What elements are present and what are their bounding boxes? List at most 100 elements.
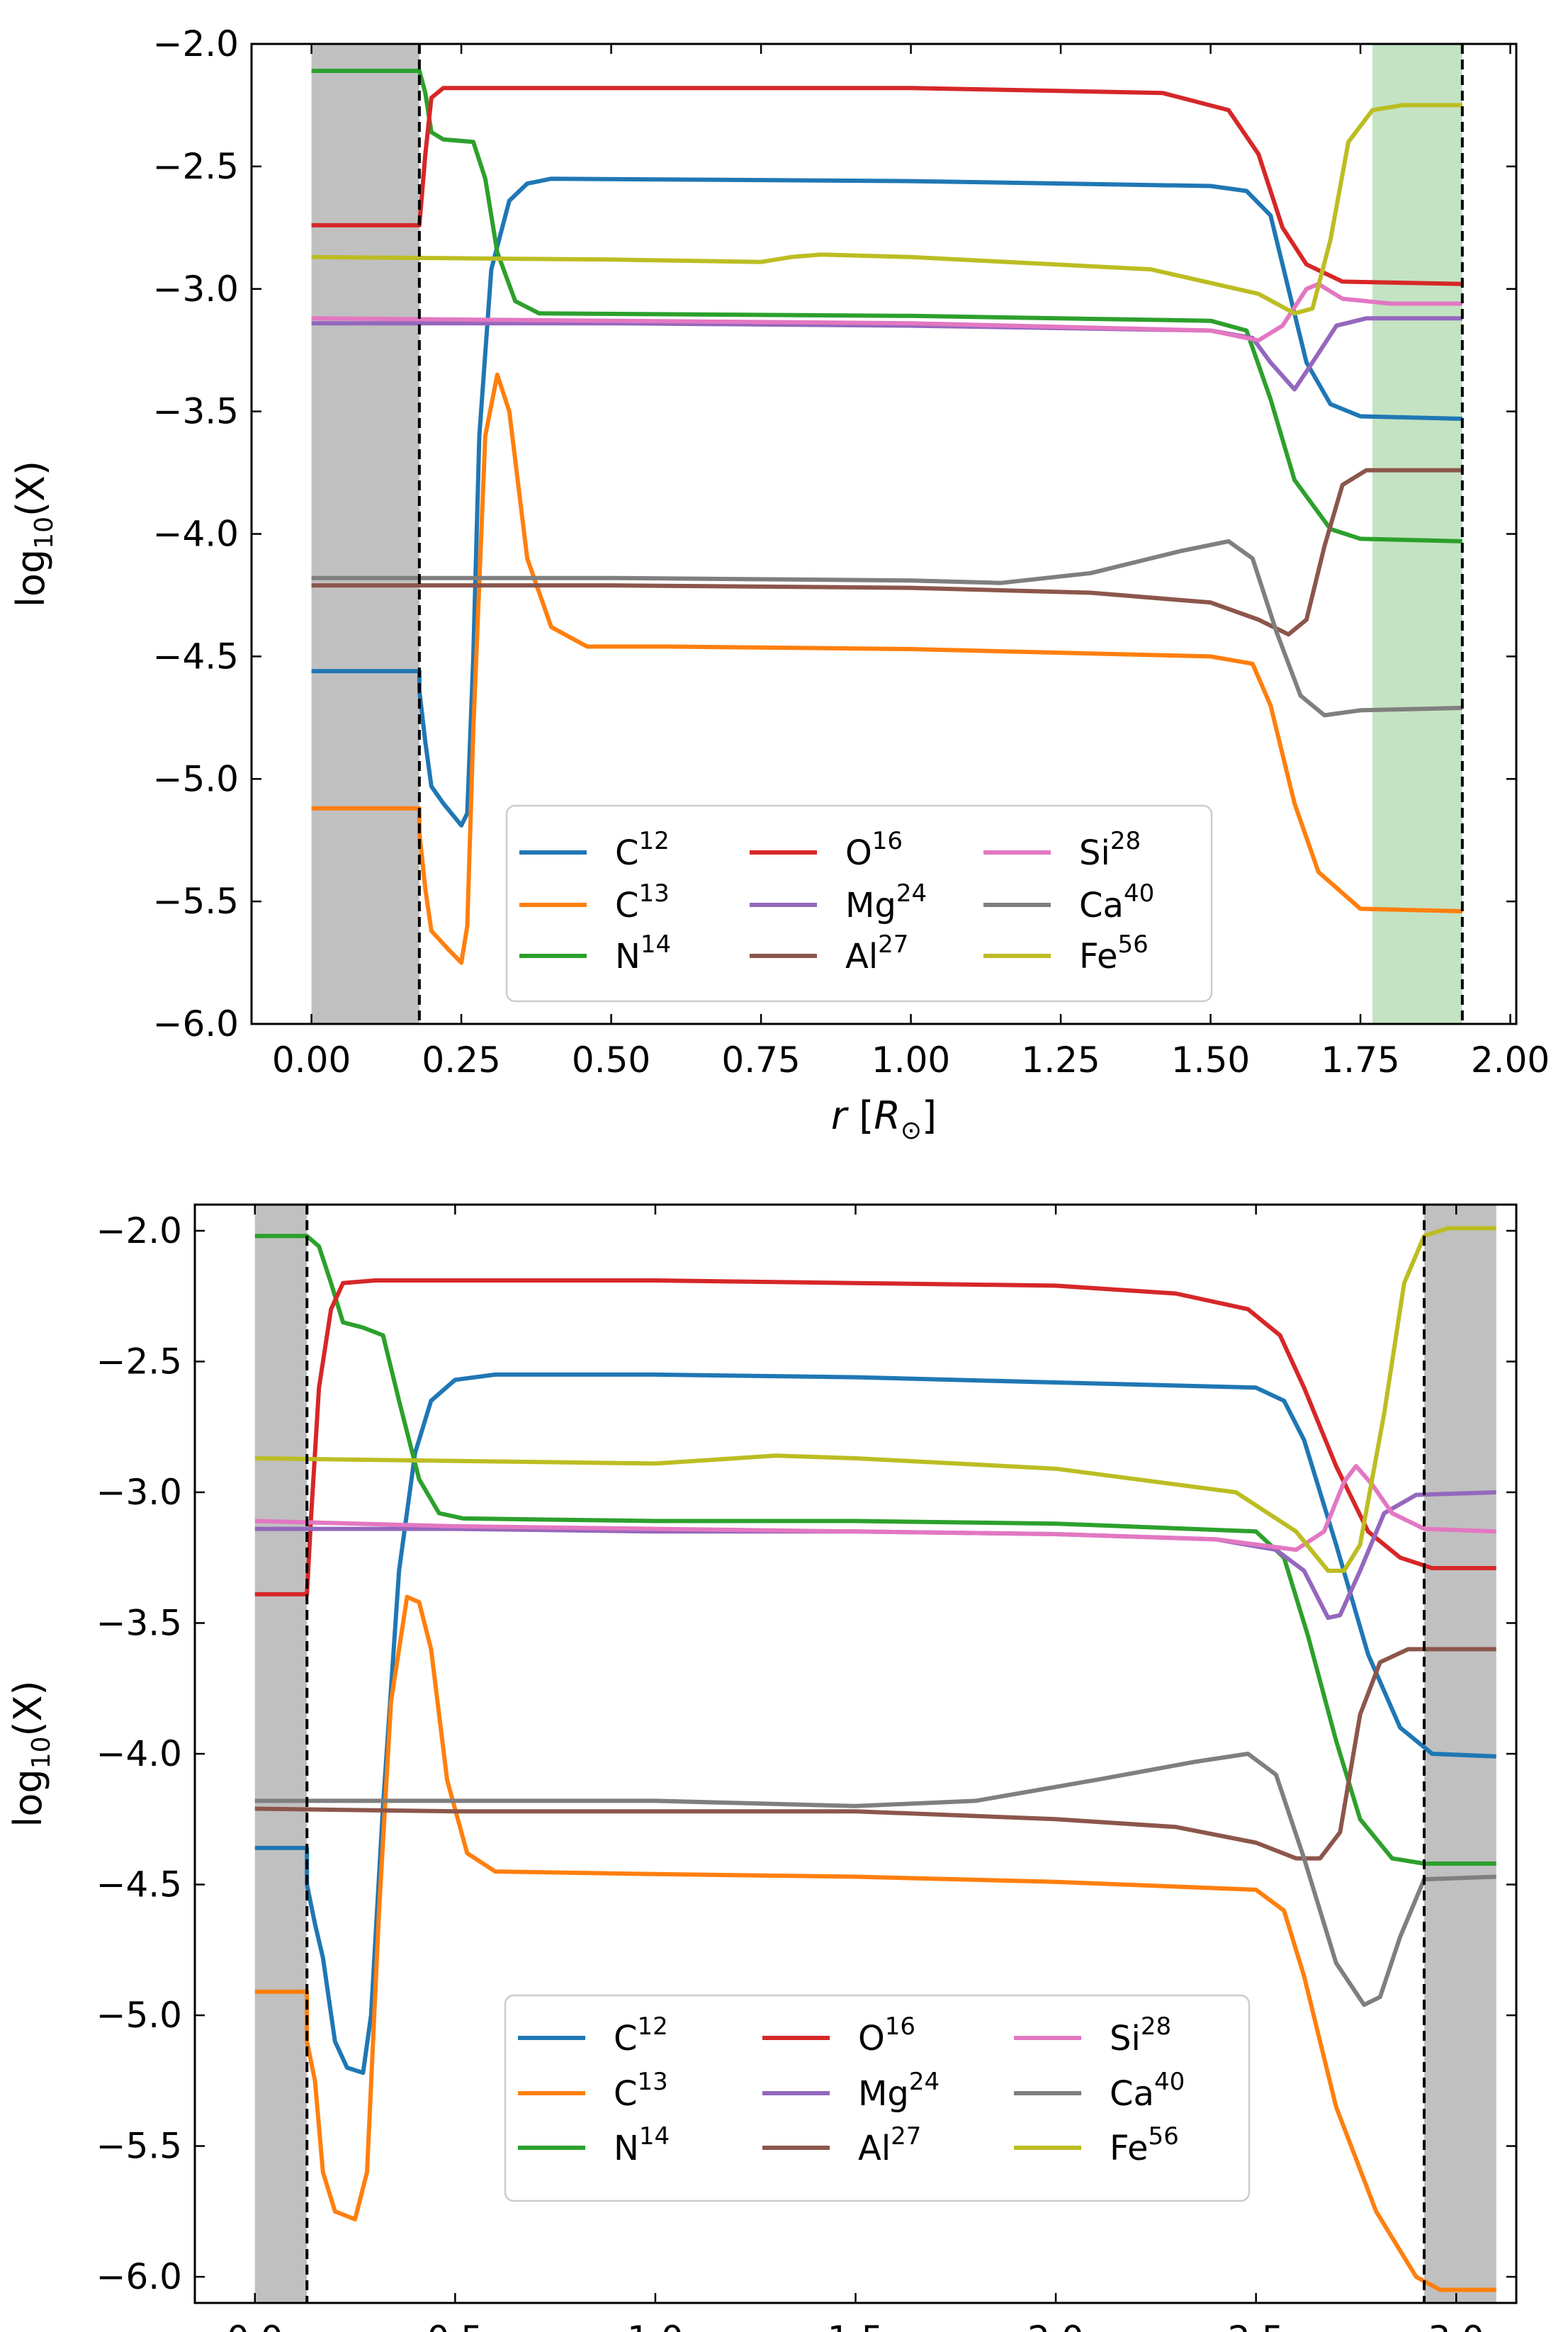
legend-mass-number: 27 bbox=[891, 2122, 921, 2151]
legend-element: C bbox=[615, 833, 639, 873]
y-tick-label: −3.0 bbox=[153, 269, 239, 310]
y-tick-label: −3.5 bbox=[153, 391, 239, 432]
legend-element: C bbox=[615, 886, 639, 925]
legend-label-C12: C12 bbox=[614, 2012, 668, 2058]
chart-panel-1: 0.00 0.25 0.50 0.75 1.00 1.25 1.50 1.75 2.00 −2.0… bbox=[9, 23, 1550, 1145]
series-Si28 bbox=[254, 1464, 1496, 1553]
legend-label-N14: N14 bbox=[614, 2122, 670, 2168]
legend-element: Si bbox=[1079, 833, 1110, 873]
y-axis-label: log10(X) bbox=[6, 1680, 56, 1827]
x-tick-label: 2.00 bbox=[1471, 1040, 1550, 1081]
series-Al27 bbox=[254, 1647, 1496, 1861]
legend-label-C13: C13 bbox=[614, 2068, 668, 2114]
y-tick-label: −4.0 bbox=[153, 514, 239, 555]
legend-mass-number: 56 bbox=[1149, 2122, 1179, 2151]
legend-element: Fe bbox=[1110, 2129, 1149, 2168]
y-tick-label: −5.0 bbox=[153, 758, 239, 799]
legend-label-Fe56: Fe56 bbox=[1110, 2122, 1179, 2168]
y-axis-arg: (X) bbox=[9, 461, 53, 517]
legend-mass-number: 56 bbox=[1118, 930, 1149, 959]
legend-mass-number: 28 bbox=[1110, 827, 1141, 855]
series-C12 bbox=[254, 1372, 1496, 2075]
x-axis-unit-sub: ⊙ bbox=[901, 1116, 922, 1145]
legend-label-Mg24: Mg24 bbox=[858, 2068, 940, 2114]
y-tick-label: −4.5 bbox=[153, 636, 239, 677]
y-tick-label: −4.5 bbox=[96, 1864, 182, 1905]
x-tick-label: 0.50 bbox=[572, 1040, 650, 1081]
series-Ca40 bbox=[311, 539, 1462, 718]
series-C13 bbox=[311, 372, 1462, 965]
legend-mass-number: 12 bbox=[639, 827, 670, 855]
series-Mg24 bbox=[311, 316, 1462, 392]
legend-mass-number: 12 bbox=[638, 2012, 668, 2041]
legend-element: N bbox=[614, 2129, 639, 2168]
series-Mg24 bbox=[254, 1490, 1496, 1621]
legend-element: Fe bbox=[1079, 937, 1118, 976]
y-tick-label: −2.5 bbox=[96, 1341, 182, 1382]
legend-label-O16: O16 bbox=[845, 827, 903, 873]
legend-mass-number: 16 bbox=[872, 827, 903, 855]
legend-mass-number: 40 bbox=[1154, 2068, 1185, 2096]
legend-label-Mg24: Mg24 bbox=[845, 879, 927, 925]
series-Fe56 bbox=[311, 103, 1462, 316]
legend-label-Ca40: Ca40 bbox=[1110, 2068, 1185, 2114]
chart-panel-2: 0.0 0.5 1.0 1.5 2.0 2.5 3.0 −2.0 −2.5 −3.0 −3.5 −4.… bbox=[6, 1203, 1518, 2332]
legend-element: Ca bbox=[1079, 886, 1124, 925]
y-axis-label: log10(X) bbox=[9, 461, 59, 607]
legend-mass-number: 27 bbox=[878, 930, 908, 959]
legend-mass-number: 14 bbox=[641, 930, 671, 959]
legend-label-C13: C13 bbox=[615, 879, 670, 925]
legend-label-Ca40: Ca40 bbox=[1079, 879, 1154, 925]
legend-label-Si28: Si28 bbox=[1110, 2012, 1171, 2058]
legend-element: Al bbox=[858, 2129, 891, 2168]
x-axis-var: r bbox=[831, 1093, 849, 1138]
legend-label-Al27: Al27 bbox=[858, 2122, 921, 2168]
x-tick-label: 2.0 bbox=[1027, 2319, 1084, 2332]
y-axis-log: log bbox=[6, 1769, 50, 1827]
legend-element: Ca bbox=[1110, 2074, 1154, 2114]
legend-label-C12: C12 bbox=[615, 827, 670, 873]
legend-element: C bbox=[614, 2019, 638, 2058]
y-tick-label: −4.0 bbox=[96, 1733, 182, 1774]
y-tick-label: −6.0 bbox=[153, 1003, 239, 1044]
legend-element: N bbox=[615, 937, 641, 976]
y-tick-label: −5.0 bbox=[96, 1995, 182, 2036]
legend-element: O bbox=[858, 2019, 885, 2058]
x-tick-label: 3.0 bbox=[1428, 2319, 1484, 2332]
legend-mass-number: 24 bbox=[896, 879, 927, 908]
y-tick-label: −2.5 bbox=[153, 146, 239, 187]
y-tick-label: −2.0 bbox=[153, 23, 239, 64]
legend-element: Si bbox=[1110, 2019, 1141, 2058]
series-O16 bbox=[311, 86, 1462, 286]
y-tick-label: −5.5 bbox=[96, 2126, 182, 2167]
legend-element: Mg bbox=[845, 886, 896, 925]
y-tick-label: −6.0 bbox=[96, 2256, 182, 2297]
legend-mass-number: 13 bbox=[639, 879, 670, 908]
x-axis-unit: R bbox=[874, 1093, 901, 1138]
x-tick-label: 1.25 bbox=[1021, 1040, 1100, 1081]
legend-mass-number: 28 bbox=[1141, 2012, 1171, 2041]
legend-mass-number: 13 bbox=[638, 2068, 668, 2096]
x-tick-label: 1.75 bbox=[1321, 1040, 1399, 1081]
y-axis-sub: 10 bbox=[30, 517, 59, 549]
x-tick-label: 0.0 bbox=[227, 2319, 283, 2332]
legend-label-Fe56: Fe56 bbox=[1079, 930, 1149, 976]
series-C13 bbox=[254, 1594, 1496, 2292]
x-tick-label: 1.50 bbox=[1171, 1040, 1250, 1081]
core-region bbox=[254, 1205, 308, 2303]
surface-region bbox=[1372, 44, 1462, 1024]
series-O16 bbox=[254, 1278, 1496, 1596]
core-region bbox=[311, 44, 419, 1024]
x-axis-bracket-open: [ bbox=[847, 1093, 874, 1138]
legend-element: C bbox=[614, 2074, 638, 2114]
legend-element: Mg bbox=[858, 2074, 909, 2114]
x-tick-label: 0.25 bbox=[422, 1040, 500, 1081]
x-tick-label: 0.5 bbox=[427, 2319, 484, 2332]
x-tick-label: 0.00 bbox=[272, 1040, 351, 1081]
legend-label-Al27: Al27 bbox=[845, 930, 908, 976]
y-tick-label: −3.0 bbox=[96, 1472, 182, 1513]
y-tick-label: −2.0 bbox=[96, 1210, 182, 1251]
